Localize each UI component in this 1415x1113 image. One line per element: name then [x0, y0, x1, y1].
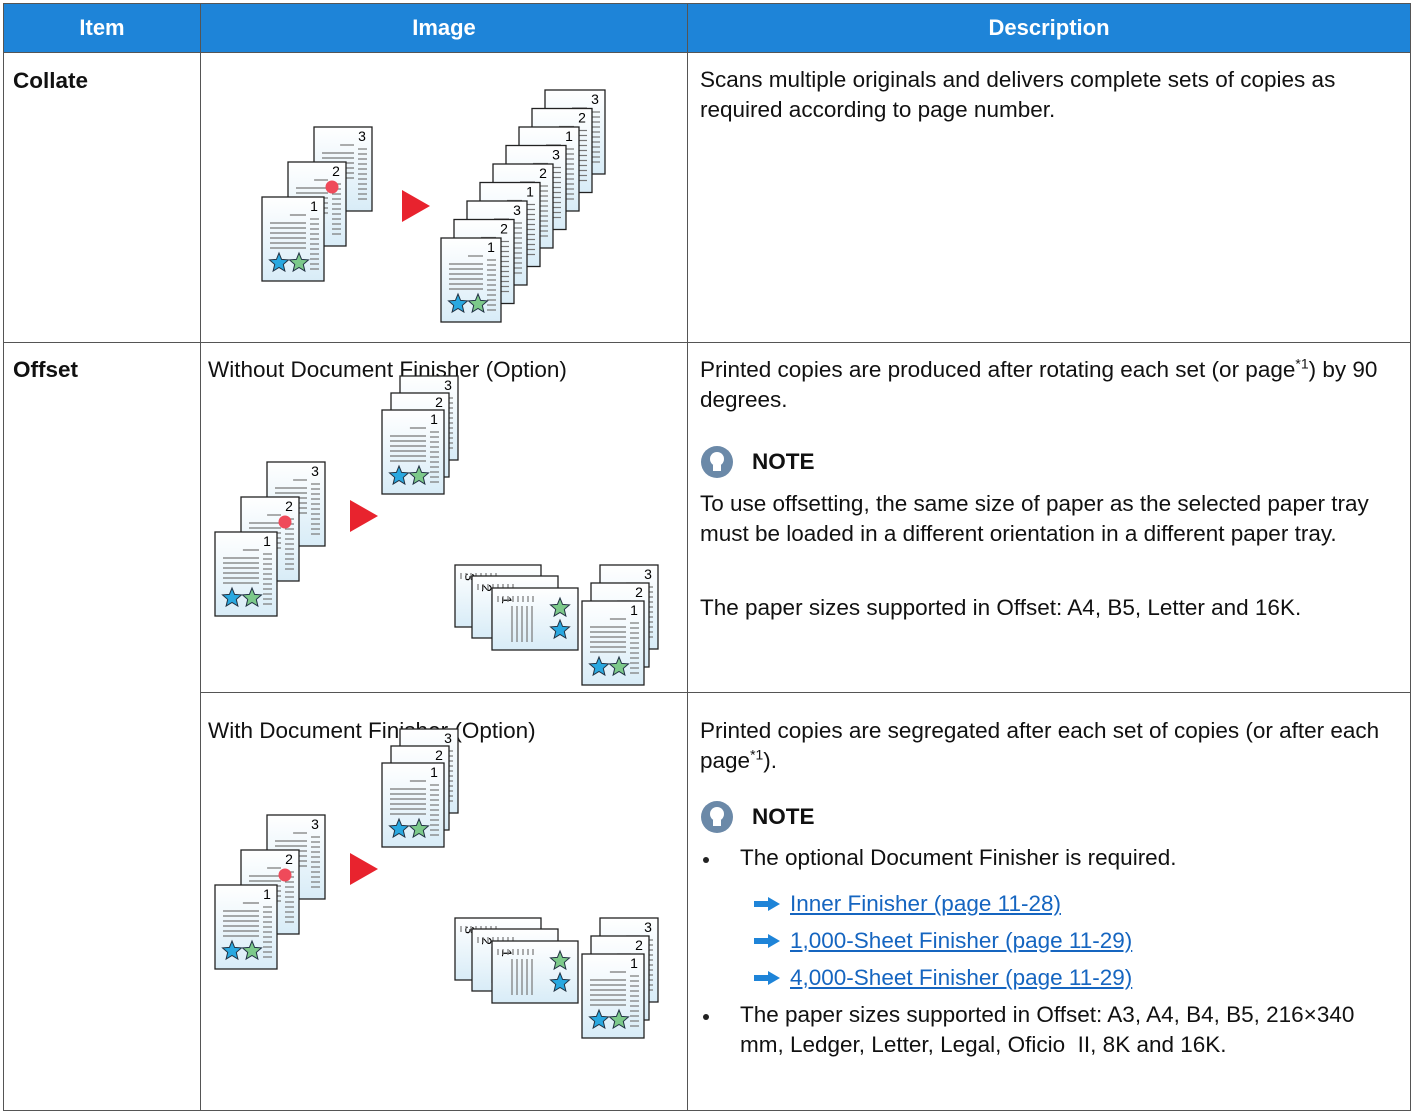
cell: [200, 692, 688, 1111]
link-arrow: [754, 934, 780, 948]
cell: [3, 342, 201, 1111]
description: Scans multiple originals and delivers co…: [700, 67, 1342, 122]
note-text: To use offsetting, the same size of pape…: [700, 491, 1375, 546]
item-label: Collate: [13, 68, 89, 93]
note-icon: [701, 801, 733, 833]
caption: Without Document Finisher (Option): [208, 357, 567, 382]
text: Printed copies are segregated after each…: [700, 718, 1386, 773]
bullet: [703, 1014, 709, 1020]
cell: [200, 52, 688, 343]
description: Printed copies are produced after rotati…: [700, 355, 1395, 415]
cell: [200, 342, 688, 693]
item-label: Offset: [13, 357, 79, 382]
cell: [687, 692, 1411, 1111]
note-label: NOTE: [752, 804, 815, 829]
link-arrow: [754, 971, 780, 985]
link[interactable]: 4,000-Sheet Finisher (page 11-29): [790, 965, 1133, 990]
header-cell: Item: [3, 3, 201, 53]
text: Printed copies are produced after rotati…: [700, 357, 1296, 382]
note-label: NOTE: [752, 449, 815, 474]
header-text: Description: [988, 15, 1110, 40]
text: ) by 90 degrees.: [700, 357, 1384, 412]
link-arrow: [754, 897, 780, 911]
header-cell: Description: [687, 3, 1411, 53]
header-cell: Image: [200, 3, 688, 53]
header-text: Item: [79, 15, 125, 40]
description: Printed copies are segregated after each…: [700, 716, 1395, 776]
link[interactable]: Inner Finisher (page 11-28): [790, 891, 1061, 916]
link-wrap: Inner Finisher (page 11-28): [790, 889, 1061, 919]
caption: With Document Finisher (Option): [208, 718, 536, 743]
header-text: Image: [412, 15, 476, 40]
note-icon: [701, 446, 733, 478]
link[interactable]: 1,000-Sheet Finisher (page 11-29): [790, 928, 1133, 953]
note-text: The optional Document Finisher is requir…: [740, 845, 1177, 870]
text: ).: [763, 748, 778, 773]
footnote-mark: *1: [1295, 355, 1309, 372]
footnote-mark: *1: [750, 746, 764, 763]
note-text: The paper sizes supported in Offset: A3,…: [740, 1002, 1367, 1057]
bullet: [703, 857, 709, 863]
link-wrap: 1,000-Sheet Finisher (page 11-29): [790, 926, 1132, 956]
note-text: The paper sizes supported in Offset: A4,…: [700, 595, 1302, 620]
link-wrap: 4,000-Sheet Finisher (page 11-29): [790, 963, 1132, 993]
